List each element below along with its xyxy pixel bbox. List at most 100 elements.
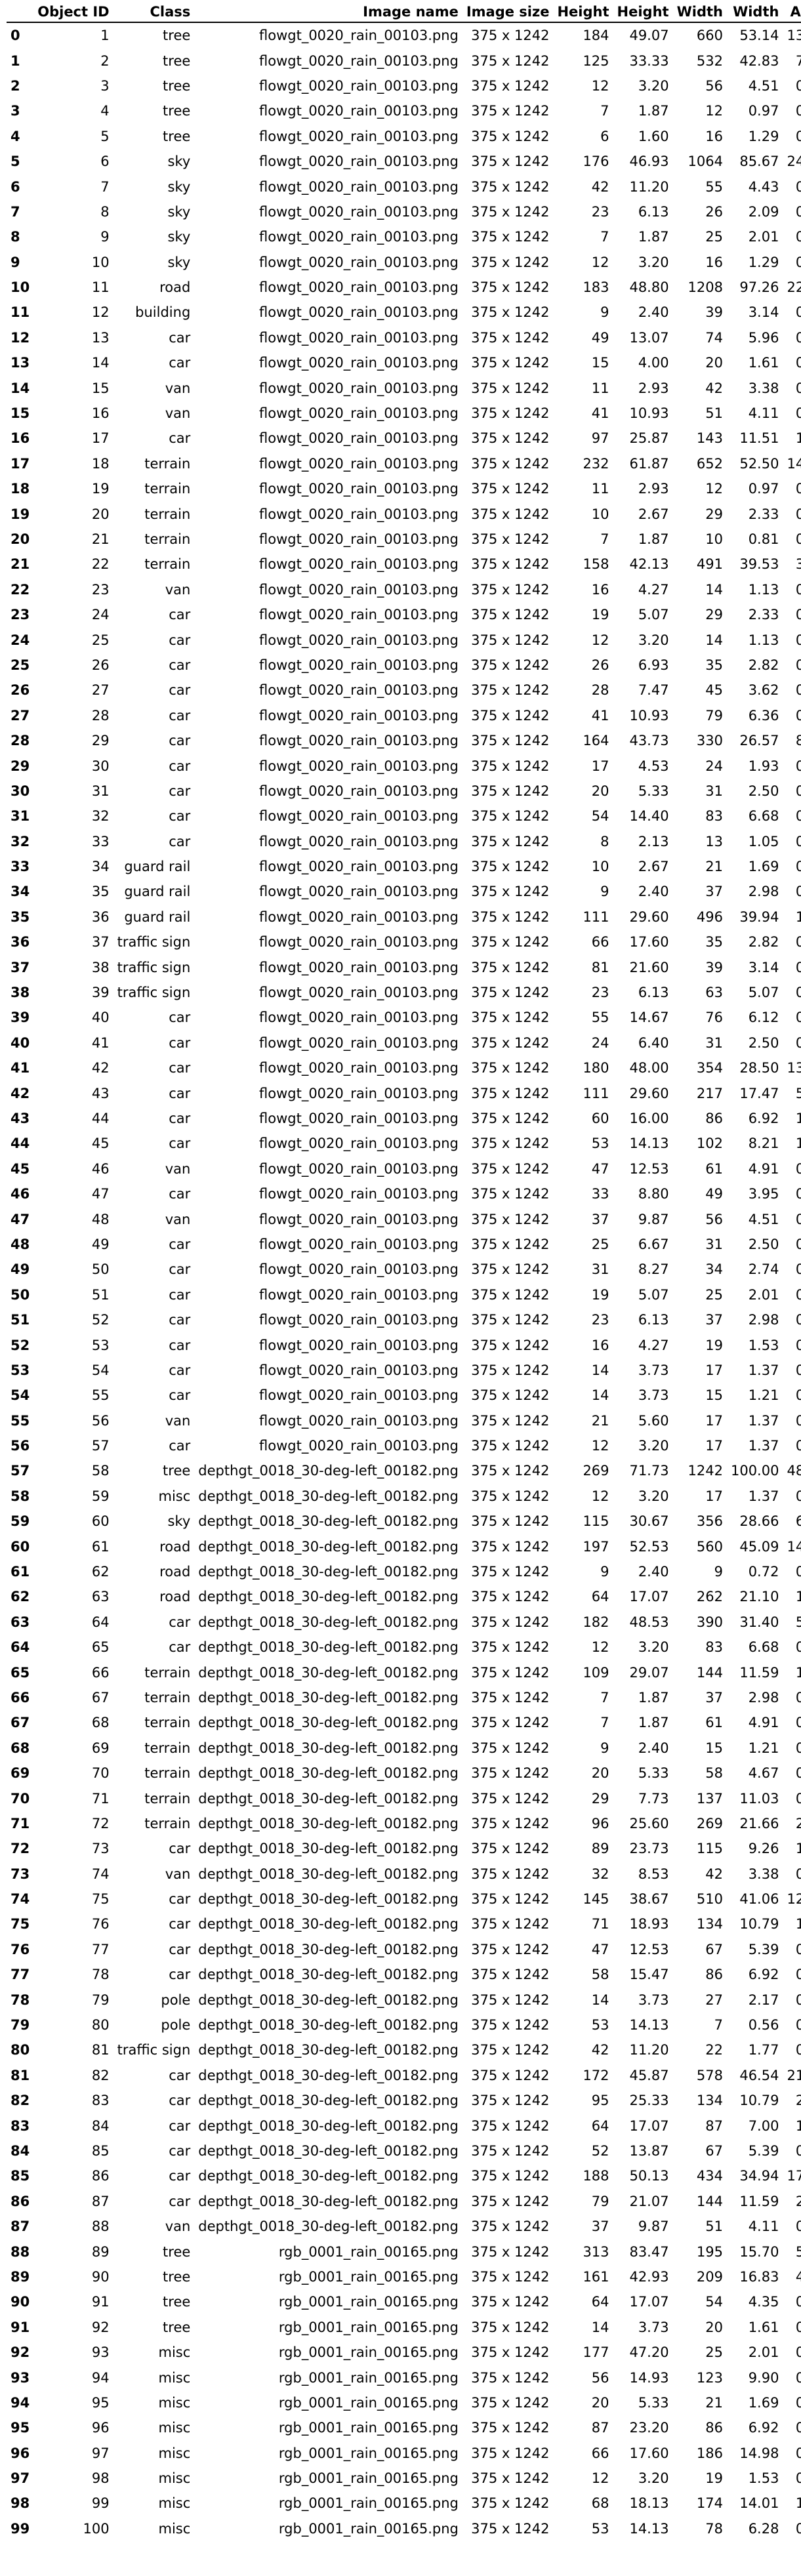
table-cell: depthgt_0018_30-deg-left_00182.png <box>198 1715 459 1731</box>
table-cell: 2.44 <box>795 2193 801 2209</box>
table-cell: flowgt_0020_rain_00103.png <box>259 783 459 799</box>
row-index: 36 <box>10 934 30 951</box>
table-cell: 5.33 <box>638 1765 669 1782</box>
table-cell: 6.13 <box>638 1312 669 1328</box>
table-cell: 56 <box>591 2369 609 2386</box>
table-cell: misc <box>158 1488 191 1504</box>
table-cell: flowgt_0020_rain_00103.png <box>259 808 459 825</box>
table-cell: 0.18 <box>795 1312 801 1328</box>
table-cell: 12.53 <box>629 1160 669 1177</box>
table-cell: 89 <box>591 1841 609 1857</box>
table-cell: 16 <box>591 581 609 598</box>
table-cell: 0.07 <box>795 985 801 1001</box>
table-cell: 23 <box>591 203 609 220</box>
table-cell: 38.67 <box>629 1891 669 1908</box>
table-cell: flowgt_0020_rain_00103.png <box>259 1412 459 1429</box>
row-index: 98 <box>10 2495 30 2512</box>
table-cell: car <box>169 2143 191 2159</box>
table-cell: 375 x 1242 <box>471 1866 550 1882</box>
table-cell: depthgt_0018_30-deg-left_00182.png <box>198 1513 459 1530</box>
table-cell: 5.39 <box>748 1941 779 1957</box>
table-row: 28 29 car flowgt_0020_rain_00103.png 375 x 1… <box>7 728 801 753</box>
table-cell: depthgt_0018_30-deg-left_00182.png <box>198 1538 459 1555</box>
table-cell: 2.67 <box>638 506 669 522</box>
table-cell: 144 <box>696 2193 723 2209</box>
table-cell: 184 <box>583 28 609 44</box>
table-cell: flowgt_0020_rain_00103.png <box>259 1337 459 1353</box>
table-cell: flowgt_0020_rain_00103.png <box>259 607 459 623</box>
table-cell: 19 <box>705 2470 723 2487</box>
table-cell: 2.01 <box>748 1286 779 1303</box>
table-cell: 375 x 1242 <box>471 909 550 925</box>
table-cell: 47 <box>91 1186 110 1202</box>
row-index: 86 <box>10 2193 30 2209</box>
table-cell: 15 <box>705 1387 723 1404</box>
table-cell: 14 <box>591 1992 609 2008</box>
table-cell: 5.96 <box>748 329 779 346</box>
table-cell: 375 x 1242 <box>471 1463 550 1479</box>
table-cell: 3.20 <box>638 254 669 270</box>
table-cell: car <box>169 355 191 371</box>
table-cell: 3.38 <box>748 380 779 396</box>
table-cell: 375 x 1242 <box>471 355 550 371</box>
table-cell: 85.67 <box>739 153 779 170</box>
table-cell: 145 <box>583 1891 609 1908</box>
table-cell: 11 <box>91 279 110 296</box>
table-cell: 21.66 <box>739 1815 779 1831</box>
table-cell: 510 <box>696 1891 723 1908</box>
table-cell: 0.01 <box>795 1564 801 1580</box>
table-cell: flowgt_0020_rain_00103.png <box>259 52 459 69</box>
table-cell: car <box>169 1312 191 1328</box>
row-index: 27 <box>10 707 30 724</box>
table-cell: 25.33 <box>629 2093 669 2109</box>
row-index: 1 <box>10 52 20 69</box>
table-cell: 375 x 1242 <box>471 934 550 951</box>
table-cell: 46 <box>91 1160 110 1177</box>
table-cell: 375 x 1242 <box>471 985 550 1001</box>
table-row: 92 93 misc rgb_0001_rain_00165.png 375 x 124… <box>7 2340 801 2365</box>
table-cell: 25.87 <box>629 430 669 447</box>
table-cell: 375 x 1242 <box>471 2168 550 2184</box>
table-cell: terrain <box>144 1765 191 1782</box>
table-row: 30 31 car flowgt_0020_rain_00103.png 375 x 1… <box>7 779 801 804</box>
table-cell: flowgt_0020_rain_00103.png <box>259 304 459 321</box>
table-cell: 4.27 <box>638 581 669 598</box>
table-cell: flowgt_0020_rain_00103.png <box>259 934 459 951</box>
table-cell: 375 x 1242 <box>471 1916 550 1932</box>
row-index: 6 <box>10 178 20 195</box>
table-cell: 375 x 1242 <box>471 859 550 875</box>
row-index: 48 <box>10 1236 30 1252</box>
data-table: Object ID Class Image name Image size Height… <box>7 1 801 2541</box>
table-cell: 6.40 <box>638 1034 669 1051</box>
table-cell: 1 <box>100 28 110 44</box>
row-index: 72 <box>10 1841 30 1857</box>
table-cell: car <box>169 1135 191 1152</box>
table-cell: 97 <box>591 430 609 447</box>
row-index: 58 <box>10 1488 30 1504</box>
row-index: 95 <box>10 2420 30 2436</box>
table-cell: 83 <box>705 1639 723 1656</box>
table-cell: 8.27 <box>638 1261 669 1278</box>
row-index: 17 <box>10 455 30 472</box>
table-cell: 375 x 1242 <box>471 28 550 44</box>
column-header: Image size <box>462 1 554 23</box>
table-cell: 26 <box>591 657 609 673</box>
row-index: 79 <box>10 2017 30 2034</box>
table-cell: 61 <box>705 1715 723 1731</box>
table-cell: 87 <box>91 2193 110 2209</box>
table-cell: 532 <box>696 52 723 69</box>
table-cell: 375 x 1242 <box>471 2017 550 2034</box>
table-cell: flowgt_0020_rain_00103.png <box>259 1110 459 1126</box>
table-cell: 31 <box>591 1261 609 1278</box>
table-cell: 1.48 <box>795 1916 801 1932</box>
table-cell: 6.92 <box>748 1967 779 1983</box>
row-index: 77 <box>10 1967 30 1983</box>
table-cell: car <box>169 1110 191 1126</box>
table-cell: 42 <box>591 178 609 195</box>
table-cell: 0.06 <box>795 203 801 220</box>
table-cell: 58 <box>91 1463 110 1479</box>
table-cell: flowgt_0020_rain_00103.png <box>259 682 459 699</box>
table-cell: 39 <box>705 959 723 975</box>
table-cell: 375 x 1242 <box>471 733 550 749</box>
table-cell: terrain <box>144 1815 191 1831</box>
